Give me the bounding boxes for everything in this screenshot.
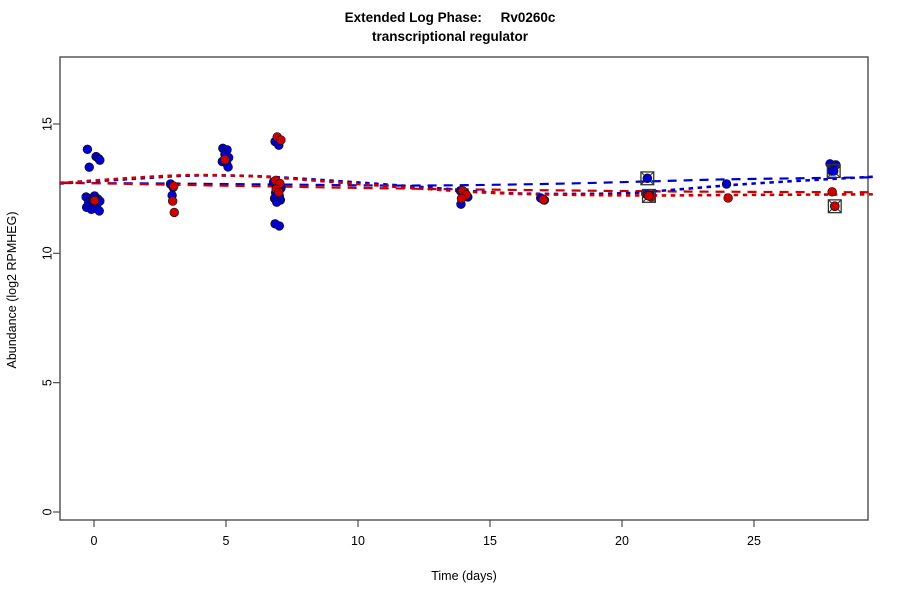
data-point — [169, 181, 179, 191]
highlighted-point-marker — [827, 199, 842, 214]
data-point — [169, 207, 179, 218]
data-point — [276, 135, 286, 145]
data-point — [721, 179, 732, 189]
trend-line-red-dotted — [59, 173, 873, 197]
x-tick-label: 10 — [351, 534, 365, 548]
data-point — [84, 162, 94, 172]
highlighted-point-marker — [640, 171, 655, 186]
y-axis-ticks: 0 5 10 15 — [41, 117, 60, 515]
x-tick-label: 15 — [483, 534, 497, 548]
data-point — [274, 221, 285, 231]
x-axis-title: Time (days) — [431, 569, 497, 583]
data-point — [456, 193, 467, 204]
data-point — [538, 194, 549, 205]
data-point — [274, 187, 284, 197]
y-tick-label: 10 — [41, 246, 55, 260]
data-point — [271, 197, 282, 207]
trend-line-blue-dashed — [59, 176, 873, 187]
x-tick-label: 5 — [223, 534, 230, 548]
data-point — [827, 187, 837, 197]
x-tick-label: 25 — [747, 534, 761, 548]
data-point — [89, 195, 100, 206]
plot-frame — [59, 56, 869, 521]
y-tick-label: 0 — [41, 508, 55, 515]
highlighted-point-marker — [641, 188, 656, 203]
y-tick-label: 15 — [41, 117, 55, 131]
y-axis-title: Abundance (log2 RPMHEG) — [5, 211, 19, 368]
data-points-group — [81, 132, 841, 231]
data-point — [167, 196, 178, 206]
data-point — [220, 155, 230, 165]
x-tick-label: 0 — [91, 534, 98, 548]
data-point — [82, 144, 93, 155]
x-tick-label: 20 — [615, 534, 629, 548]
highlighted-points-group — [640, 164, 842, 214]
data-point — [95, 155, 105, 165]
data-point — [94, 206, 104, 216]
x-axis-ticks: 0 5 10 15 20 25 — [91, 520, 761, 548]
y-tick-label: 5 — [41, 379, 55, 386]
highlighted-point-marker — [826, 164, 841, 179]
data-point — [723, 193, 733, 203]
